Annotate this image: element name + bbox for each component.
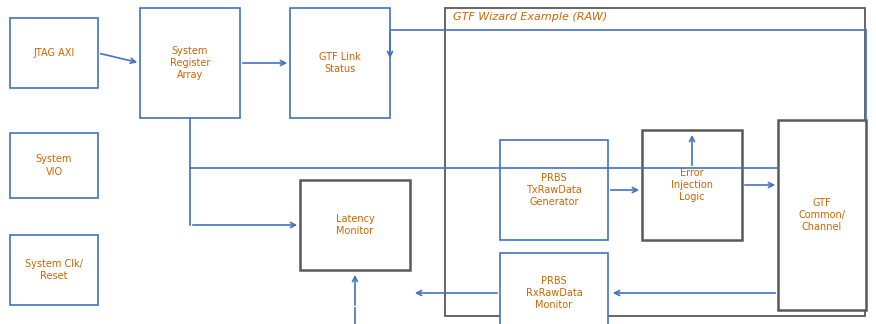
Bar xyxy=(10,18,98,88)
Bar xyxy=(500,140,608,240)
Bar xyxy=(500,253,608,324)
Text: JTAG AXI: JTAG AXI xyxy=(33,48,74,58)
Bar xyxy=(300,180,410,270)
Bar xyxy=(290,8,390,118)
Bar xyxy=(445,8,865,316)
Bar xyxy=(778,120,866,310)
Bar xyxy=(10,133,98,198)
Bar xyxy=(10,235,98,305)
Text: Error
Injection
Logic: Error Injection Logic xyxy=(671,168,713,202)
Text: System
VIO: System VIO xyxy=(36,154,72,177)
Text: PRBS
RxRawData
Monitor: PRBS RxRawData Monitor xyxy=(526,276,583,310)
Text: Latency
Monitor: Latency Monitor xyxy=(336,214,374,236)
Text: GTF Link
Status: GTF Link Status xyxy=(319,52,361,74)
Text: GTF Wizard Example (RAW): GTF Wizard Example (RAW) xyxy=(453,12,607,22)
Text: System Clk/
Reset: System Clk/ Reset xyxy=(25,259,83,281)
Text: System
Register
Array: System Register Array xyxy=(170,46,210,80)
Text: GTF
Common/
Channel: GTF Common/ Channel xyxy=(799,198,845,232)
Text: PRBS
TxRawData
Generator: PRBS TxRawData Generator xyxy=(526,173,582,207)
Bar xyxy=(642,130,742,240)
Bar xyxy=(140,8,240,118)
